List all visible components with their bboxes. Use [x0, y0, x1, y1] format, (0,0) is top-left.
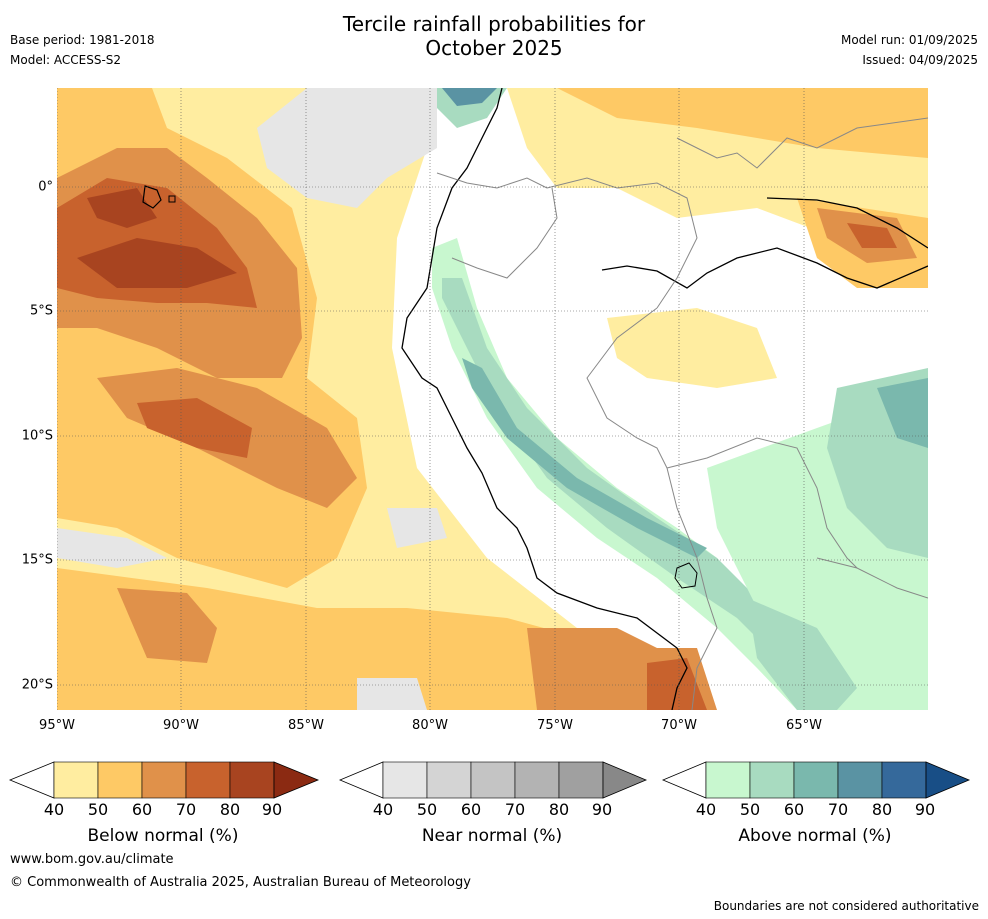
near-tick-70: 70	[504, 800, 526, 819]
lon-label-90w: 90°W	[163, 718, 199, 733]
colorbar-near-normal	[338, 761, 648, 799]
below-normal-70c	[647, 658, 707, 710]
below-tick-40: 40	[43, 800, 65, 819]
below-tick-80: 80	[219, 800, 241, 819]
lon-label-65w: 65°W	[786, 718, 822, 733]
border-venezuela	[676, 117, 928, 169]
lon-label-70w: 70°W	[661, 718, 697, 733]
lat-label-10s: 10°S	[21, 428, 53, 444]
galapagos-islet	[168, 195, 176, 203]
gridlines	[57, 88, 928, 710]
website-link[interactable]: www.bom.gov.au/climate	[10, 852, 174, 867]
colorbars	[8, 761, 971, 799]
border-colombia-brazil	[546, 177, 698, 309]
colorbar-above-normal	[661, 761, 971, 799]
title-line-2: October 2025	[425, 36, 563, 60]
near-tick-60: 60	[460, 800, 482, 819]
above-normal-label: Above normal (%)	[738, 826, 892, 846]
above-normal-east-60	[877, 378, 928, 448]
above-tick-80: 80	[871, 800, 893, 819]
below-normal-80	[87, 188, 157, 228]
below-normal-80b	[77, 238, 237, 288]
below-normal-label: Below normal (%)	[87, 826, 239, 846]
above-tick-90: 90	[914, 800, 936, 819]
title-line-1: Tercile rainfall probabilities for	[342, 12, 646, 36]
near-tick-40: 40	[372, 800, 394, 819]
border-peru-bolivia	[666, 467, 718, 710]
near-tick-80: 80	[548, 800, 570, 819]
amazon-river	[601, 247, 928, 289]
above-normal-andes-50	[442, 278, 847, 710]
above-tick-60: 60	[783, 800, 805, 819]
lake-titicaca	[674, 562, 698, 589]
amazon-north	[766, 197, 928, 249]
lat-label-5s: 5°S	[29, 303, 53, 319]
below-tick-60: 60	[131, 800, 153, 819]
border-ecuador-peru	[451, 187, 558, 279]
land-below-ne-80	[847, 223, 897, 248]
lon-label-80w: 80°W	[412, 718, 448, 733]
disclaimer-text: Boundaries are not considered authoritat…	[713, 899, 979, 913]
below-tick-50: 50	[87, 800, 109, 819]
border-colombia-ecuador	[436, 172, 548, 189]
coastline	[401, 88, 688, 710]
near-normal-north	[257, 88, 437, 208]
below-tick-70: 70	[175, 800, 197, 819]
issued-date: Issued: 04/09/2025	[862, 53, 978, 67]
lat-label-15s: 15°S	[21, 552, 53, 568]
below-tick-90: 90	[261, 800, 283, 819]
border-peru-brazil	[586, 307, 668, 469]
near-tick-90: 90	[591, 800, 613, 819]
meta-left: Base period: 1981-2018 Model: ACCESS-S2	[10, 30, 155, 70]
near-normal-coast	[387, 508, 447, 548]
above-normal-andes-60	[462, 358, 707, 558]
near-normal-south	[357, 678, 427, 710]
lon-label-95w: 95°W	[39, 718, 75, 733]
above-tick-70: 70	[827, 800, 849, 819]
base-period: Base period: 1981-2018	[10, 33, 155, 47]
above-normal-nw-70	[442, 88, 497, 106]
lon-label-75w: 75°W	[537, 718, 573, 733]
near-normal-label: Near normal (%)	[421, 826, 563, 846]
near-tick-50: 50	[416, 800, 438, 819]
map-title: Tercile rainfall probabilities for Octob…	[0, 12, 988, 60]
land-below-mid	[607, 308, 777, 388]
land-below-north-50	[557, 88, 928, 158]
border-bolivia-brazil	[666, 437, 858, 569]
probability-map	[57, 88, 928, 710]
copyright-text: © Commonwealth of Australia 2025, Austra…	[10, 875, 471, 890]
above-normal-se	[747, 598, 857, 710]
below-normal-60c	[117, 588, 217, 663]
map-graphic	[57, 88, 928, 710]
galapagos-islands	[142, 185, 162, 209]
lat-label-20s: 20°S	[21, 677, 53, 693]
above-tick-40: 40	[695, 800, 717, 819]
lat-label-0: 0°	[38, 179, 53, 195]
lon-label-85w: 85°W	[288, 718, 324, 733]
border-bolivia-paraguay	[816, 557, 928, 599]
model-name: Model: ACCESS-S2	[10, 53, 122, 67]
colorbar-below-normal	[8, 761, 320, 799]
below-normal-70b	[137, 398, 252, 458]
meta-right: Model run: 01/09/2025 Issued: 04/09/2025	[841, 30, 978, 70]
near-normal-west	[57, 528, 167, 568]
model-run: Model run: 01/09/2025	[840, 33, 978, 47]
above-tick-50: 50	[739, 800, 761, 819]
